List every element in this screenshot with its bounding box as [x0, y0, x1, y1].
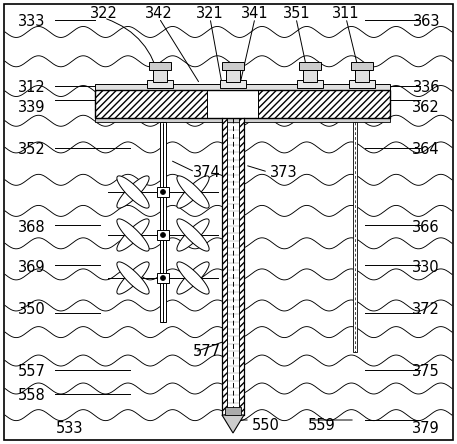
- Bar: [349, 80, 375, 88]
- Circle shape: [160, 233, 165, 238]
- Polygon shape: [177, 219, 209, 251]
- Polygon shape: [222, 415, 244, 433]
- Polygon shape: [117, 262, 149, 294]
- Text: 350: 350: [18, 302, 46, 317]
- Circle shape: [160, 190, 165, 194]
- Bar: [353, 122, 357, 352]
- Text: 311: 311: [332, 7, 360, 21]
- Bar: [222, 62, 244, 70]
- Text: 372: 372: [412, 302, 440, 317]
- Bar: [225, 407, 241, 415]
- Polygon shape: [117, 219, 149, 251]
- Polygon shape: [177, 219, 209, 251]
- Text: 550: 550: [252, 419, 280, 433]
- Bar: [95, 90, 390, 118]
- Polygon shape: [117, 176, 149, 208]
- Bar: [207, 90, 258, 118]
- Bar: [157, 230, 169, 240]
- Text: 557: 557: [18, 365, 46, 380]
- Bar: [222, 118, 227, 415]
- Bar: [299, 62, 321, 70]
- Bar: [157, 187, 169, 197]
- Polygon shape: [177, 262, 209, 294]
- Text: 375: 375: [412, 365, 440, 380]
- Bar: [239, 118, 244, 415]
- Bar: [95, 90, 390, 118]
- Bar: [297, 80, 323, 88]
- Bar: [258, 90, 390, 118]
- Circle shape: [160, 275, 165, 281]
- Text: 373: 373: [270, 164, 298, 179]
- Bar: [226, 70, 240, 82]
- Bar: [95, 118, 390, 122]
- Bar: [153, 70, 167, 82]
- Text: 558: 558: [18, 388, 46, 403]
- Bar: [157, 273, 169, 283]
- Bar: [149, 62, 171, 70]
- Polygon shape: [117, 262, 149, 294]
- Bar: [303, 70, 317, 82]
- Text: 533: 533: [56, 420, 84, 436]
- Text: 364: 364: [412, 143, 440, 158]
- Bar: [351, 62, 373, 70]
- Bar: [220, 80, 246, 88]
- Text: 336: 336: [413, 80, 440, 95]
- Bar: [355, 70, 369, 82]
- Text: 341: 341: [241, 7, 269, 21]
- Bar: [160, 122, 166, 322]
- Text: 366: 366: [412, 221, 440, 235]
- Text: 559: 559: [308, 419, 336, 433]
- Text: 342: 342: [145, 7, 173, 21]
- Text: 333: 333: [18, 15, 45, 29]
- Polygon shape: [177, 176, 209, 208]
- Text: 363: 363: [413, 15, 440, 29]
- Polygon shape: [117, 176, 149, 208]
- Text: 312: 312: [18, 80, 46, 95]
- Text: 351: 351: [283, 7, 311, 21]
- Text: 322: 322: [90, 7, 118, 21]
- Text: 362: 362: [412, 100, 440, 115]
- Polygon shape: [177, 262, 209, 294]
- Bar: [147, 80, 173, 88]
- Text: 368: 368: [18, 221, 46, 235]
- Text: 374: 374: [193, 164, 221, 179]
- Text: 321: 321: [196, 7, 224, 21]
- Text: 330: 330: [412, 261, 440, 275]
- Polygon shape: [117, 219, 149, 251]
- Polygon shape: [177, 176, 209, 208]
- Bar: [222, 118, 244, 415]
- Bar: [95, 90, 207, 118]
- Text: 339: 339: [18, 100, 46, 115]
- Bar: [95, 84, 390, 90]
- Text: 369: 369: [18, 261, 46, 275]
- Text: 352: 352: [18, 143, 46, 158]
- Text: 577: 577: [193, 345, 221, 360]
- Text: 379: 379: [412, 420, 440, 436]
